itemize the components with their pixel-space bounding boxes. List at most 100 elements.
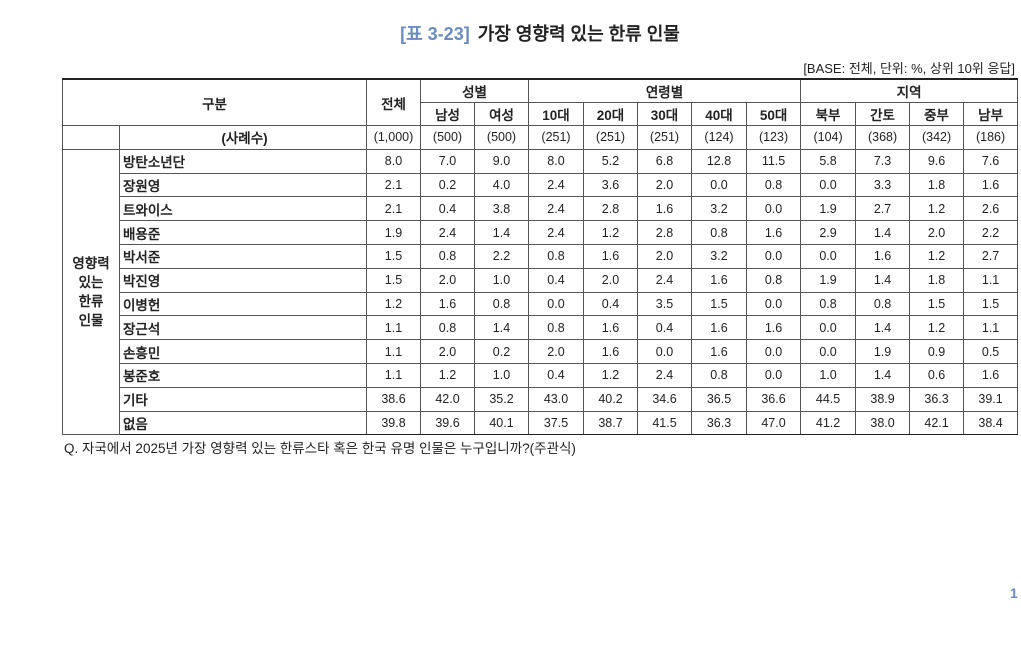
value-cell: 0.0 [691,172,747,198]
table-row: 이병헌 1.2 1.6 0.8 0.0 0.4 3.5 1.5 0.0 0.8 0.8 1.5 1.5 [63,291,1019,317]
value-cell: 1.2 [909,243,965,269]
value-cell: 0.0 [800,339,857,364]
value-cell: (123) [745,125,802,150]
value-cell: 38.0 [855,410,911,436]
value-cell: 0.8 [745,172,802,198]
value-cell: 1.5 [366,267,421,293]
value-cell: 0.0 [800,172,857,198]
value-cell: 0.0 [745,291,802,317]
value-cell: 1.2 [420,362,475,388]
value-cell: 2.1 [366,196,421,222]
row-label: 기타 [119,386,367,412]
value-cell: 1.6 [745,220,802,245]
value-cell: 1.6 [745,315,802,341]
table-row: 없음 39.8 39.6 40.1 37.5 38.7 41.5 36.3 47.0 41.2 38… [63,410,1019,436]
table-row: 트와이스 2.1 0.4 3.8 2.4 2.8 1.6 3.2 0.0 1.9 2.7 1.2 2.6 [63,196,1019,222]
header-cell: 남성 [420,102,475,126]
value-cell: 2.0 [909,220,965,245]
page-number: 1 [1010,585,1018,601]
value-cell: 0.8 [528,243,584,269]
value-cell: 2.2 [963,220,1019,245]
header-row: 남성 여성 10대 20대 30대 40대 50대 북부 간토 중부 남부 [63,102,1019,126]
row-label: 장원영 [119,172,367,198]
value-cell: 0.5 [963,339,1019,364]
title-tag: [표 3-23] [400,24,470,44]
value-cell: 42.0 [420,386,475,412]
table-row: 장근석 1.1 0.8 1.4 0.8 1.6 0.4 1.6 1.6 0.0 1.4 1.2 1.1 [63,315,1019,341]
value-cell: (368) [855,125,911,150]
table-row: (사례수) (1,000) (500) (500) (251) (251) (251) (12… [62,125,1019,150]
value-cell: 1.1 [963,267,1019,293]
table-row: 손흥민 1.1 2.0 0.2 2.0 1.6 0.0 1.6 0.0 0.0 1.9 0.9 0.5 [63,339,1019,364]
value-cell: 0.4 [528,267,584,293]
value-cell: 43.0 [528,386,584,412]
header-row: 구분 전체 성별 연령별 지역 [62,78,1019,126]
value-cell: 1.4 [855,267,911,293]
value-cell: 11.5 [745,148,802,174]
value-cell: 40.2 [583,386,638,412]
value-cell: 1.1 [366,362,421,388]
value-cell: 2.4 [637,362,692,388]
value-cell: 3.2 [691,196,747,222]
header-cell: 연령별 [527,78,802,103]
value-cell: 1.4 [855,315,911,341]
row-label: 박진영 [119,267,367,293]
title-text: 가장 영향력 있는 한류 인물 [477,24,680,44]
value-cell: 0.0 [745,362,802,388]
value-cell: 36.3 [909,386,965,412]
value-cell: 7.0 [420,148,475,174]
value-cell: 1.2 [909,315,965,341]
value-cell: 2.4 [528,196,584,222]
value-cell: 0.0 [745,339,802,364]
value-cell: 0.2 [420,172,475,198]
value-cell: 41.5 [637,410,692,436]
value-cell: 1.2 [583,362,638,388]
value-cell: 2.0 [528,339,584,364]
value-cell: (104) [800,125,857,150]
value-cell: 0.8 [855,291,911,317]
value-cell: 1.5 [909,291,965,317]
row-label: 방탄소년단 [119,148,367,174]
value-cell: 1.4 [855,220,911,245]
value-cell: 1.5 [691,291,747,317]
value-cell: 34.6 [637,386,692,412]
value-cell: (500) [474,125,529,150]
value-cell: 2.0 [637,172,692,198]
value-cell: 35.2 [474,386,529,412]
value-cell: 1.1 [366,315,421,341]
value-cell: 0.8 [691,220,747,245]
row-label: 이병헌 [119,291,367,317]
value-cell: 1.6 [691,267,747,293]
value-cell: 0.0 [745,243,802,269]
value-cell: 2.7 [855,196,911,222]
value-cell: 2.4 [637,267,692,293]
table-row: 봉준호 1.1 1.2 1.0 0.4 1.2 2.4 0.8 0.0 1.0 1.4 0.6 1.6 [63,362,1019,388]
value-cell: 1.9 [800,196,857,222]
footnote: Q. 자국에서 2025년 가장 영향력 있는 한류스타 혹은 한국 유명 인물… [64,441,576,456]
value-cell: 1.6 [855,243,911,269]
value-cell: 12.8 [691,148,747,174]
value-cell: 1.2 [909,196,965,222]
table-row: 장원영 2.1 0.2 4.0 2.4 3.6 2.0 0.0 0.8 0.0 3.3 1.8 1.6 [63,172,1019,198]
value-cell: 9.0 [474,148,529,174]
value-cell: 0.4 [637,315,692,341]
row-label: 박서준 [119,243,367,269]
value-cell: 1.4 [474,220,529,245]
row-label: 손흥민 [119,339,367,364]
value-cell: 0.0 [637,339,692,364]
value-cell: 3.5 [637,291,692,317]
value-cell: 1.1 [366,339,421,364]
value-cell: 3.2 [691,243,747,269]
value-cell: 5.8 [800,148,857,174]
header-cell: 50대 [745,102,802,126]
header-cell: 여성 [474,102,529,126]
header-cell: 전체 [366,78,421,126]
value-cell: 1.2 [583,220,638,245]
value-cell: 36.6 [745,386,802,412]
header-cell: 30대 [637,102,692,126]
value-cell: 3.3 [855,172,911,198]
value-cell: 0.0 [528,291,584,317]
value-cell: (251) [637,125,692,150]
header-cell: 10대 [528,102,584,126]
